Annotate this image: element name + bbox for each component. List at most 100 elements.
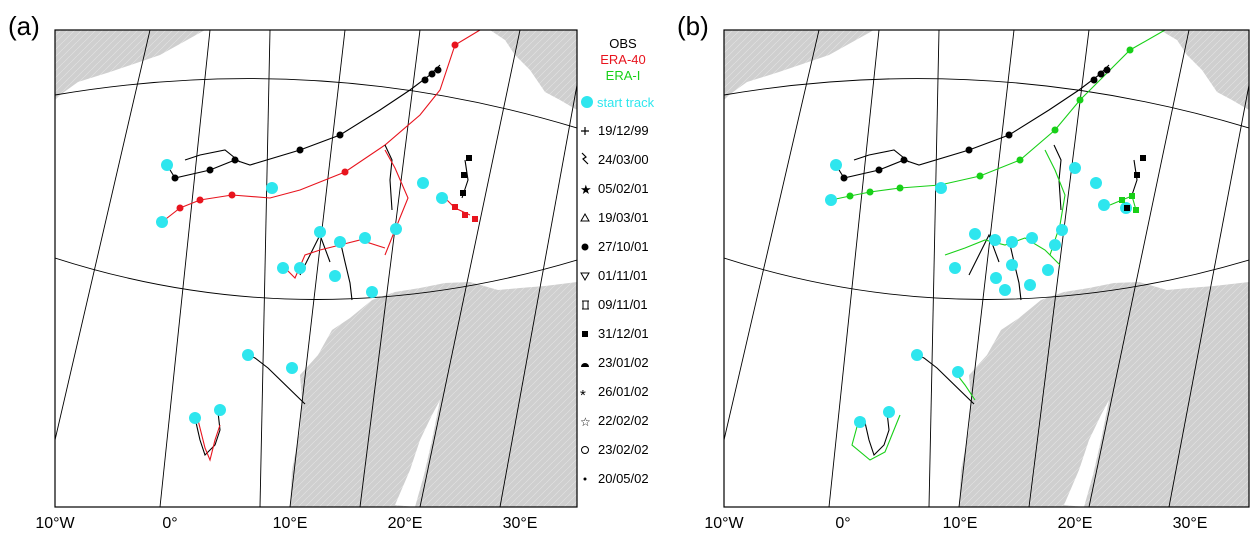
lat-circle-80 bbox=[55, 78, 577, 129]
track-dot bbox=[840, 174, 848, 182]
legend-entry-7: 09/11/01 bbox=[582, 297, 648, 312]
start-marker bbox=[390, 223, 402, 235]
track-dot bbox=[196, 196, 204, 204]
start-marker bbox=[1069, 162, 1081, 174]
track-obs-3 bbox=[968, 233, 1000, 276]
legend-entry-2: 24/03/00 bbox=[581, 152, 649, 167]
start-marker bbox=[825, 194, 837, 206]
start-marker bbox=[911, 349, 923, 361]
legend-entry-10: * 26/01/02 bbox=[580, 384, 649, 404]
meridian-2 bbox=[828, 30, 880, 507]
plus-icon bbox=[581, 127, 589, 135]
track-dot bbox=[231, 156, 239, 164]
track-obs-1 bbox=[166, 64, 441, 179]
baltic-water bbox=[1064, 400, 1109, 507]
start-marker bbox=[830, 159, 842, 171]
start-marker bbox=[359, 232, 371, 244]
legend-obs: OBS bbox=[609, 36, 637, 51]
start-marker bbox=[1049, 239, 1061, 251]
track-obs-4 bbox=[339, 239, 353, 301]
meridian-3 bbox=[259, 30, 271, 507]
obs-dots bbox=[840, 66, 1146, 211]
scandinavia-coast bbox=[290, 282, 577, 507]
start-marker bbox=[329, 270, 341, 282]
legend-date: 01/11/01 bbox=[598, 268, 648, 283]
track-dot bbox=[1090, 76, 1098, 84]
baltic-water bbox=[395, 400, 440, 507]
lat-circle-80 bbox=[724, 78, 1249, 129]
start-marker bbox=[1024, 279, 1036, 291]
meridian-4 bbox=[289, 30, 346, 507]
track-obs-4 bbox=[1008, 239, 1022, 301]
start-marker bbox=[883, 406, 895, 418]
legend-date: 27/10/01 bbox=[598, 239, 649, 254]
scandinavia-coast bbox=[959, 282, 1249, 507]
zigzag-icon bbox=[581, 152, 589, 165]
track-square bbox=[1133, 207, 1139, 213]
track-square bbox=[452, 204, 458, 210]
tick-label: 0° bbox=[835, 515, 850, 532]
track-dot bbox=[1076, 96, 1084, 104]
track-obs-6 bbox=[1130, 159, 1138, 199]
track-obs-7 bbox=[916, 354, 975, 405]
track-erai-4 bbox=[1109, 195, 1137, 211]
track-erai-6 bbox=[851, 414, 901, 461]
track-dot bbox=[296, 146, 304, 154]
start-marker bbox=[334, 236, 346, 248]
panel-a-map bbox=[55, 30, 577, 507]
panel-b-markers bbox=[825, 46, 1146, 428]
track-square bbox=[472, 216, 478, 222]
start-marker bbox=[314, 226, 326, 238]
pentagram-icon: ☆ bbox=[580, 415, 591, 429]
track-square bbox=[1140, 155, 1146, 161]
panel-a-graticule bbox=[55, 30, 577, 507]
track-dot bbox=[336, 131, 344, 139]
legend-entry-9: 23/01/02 bbox=[581, 355, 649, 370]
start-marker bbox=[1056, 224, 1068, 236]
track-era40-5 bbox=[197, 419, 221, 462]
start-marker bbox=[935, 182, 947, 194]
panel-b-label: (b) bbox=[677, 11, 709, 41]
track-dot bbox=[976, 172, 984, 180]
track-dot bbox=[1097, 70, 1105, 78]
legend-date: 19/03/01 bbox=[598, 210, 649, 225]
track-dot bbox=[896, 184, 904, 192]
panel-a-markers bbox=[156, 41, 478, 424]
start-marker bbox=[990, 272, 1002, 284]
panel-b-xticks: 10°W 0° 10°E 20°E 30°E bbox=[704, 515, 1207, 532]
legend-entry-5: 27/10/01 bbox=[581, 239, 649, 254]
panel-a: (a) bbox=[8, 11, 655, 532]
meridian-7 bbox=[499, 84, 577, 507]
track-square bbox=[460, 190, 466, 196]
legend-entry-4: 19/03/01 bbox=[580, 210, 649, 225]
legend-entry-13: 20/05/02 bbox=[583, 471, 649, 486]
dot-icon bbox=[581, 243, 589, 251]
track-obs-5 bbox=[1053, 144, 1062, 211]
tick-label: 10°W bbox=[35, 515, 75, 532]
small-dot-icon bbox=[583, 477, 587, 481]
start-marker bbox=[989, 234, 1001, 246]
track-obs-7 bbox=[247, 354, 306, 405]
asterisk-icon: * bbox=[580, 387, 586, 404]
start-marker bbox=[214, 404, 226, 416]
tick-label: 10°W bbox=[704, 515, 744, 532]
square-icon bbox=[582, 331, 588, 337]
track-dot bbox=[428, 70, 436, 78]
triangle-down-icon bbox=[580, 272, 590, 282]
start-marker bbox=[161, 159, 173, 171]
start-marker bbox=[156, 216, 168, 228]
track-dot bbox=[846, 192, 854, 200]
track-dot bbox=[1126, 46, 1134, 54]
track-dot bbox=[1103, 66, 1111, 74]
track-dot bbox=[900, 156, 908, 164]
legend-erai: ERA-I bbox=[606, 68, 641, 83]
track-square bbox=[466, 155, 472, 161]
legend-date: 19/12/99 bbox=[598, 123, 649, 138]
legend-date: 23/01/02 bbox=[598, 355, 649, 370]
start-marker bbox=[969, 228, 981, 240]
track-dot bbox=[1005, 131, 1013, 139]
circle-icon bbox=[581, 446, 589, 454]
start-marker bbox=[999, 284, 1011, 296]
track-era40-1 bbox=[161, 30, 481, 223]
